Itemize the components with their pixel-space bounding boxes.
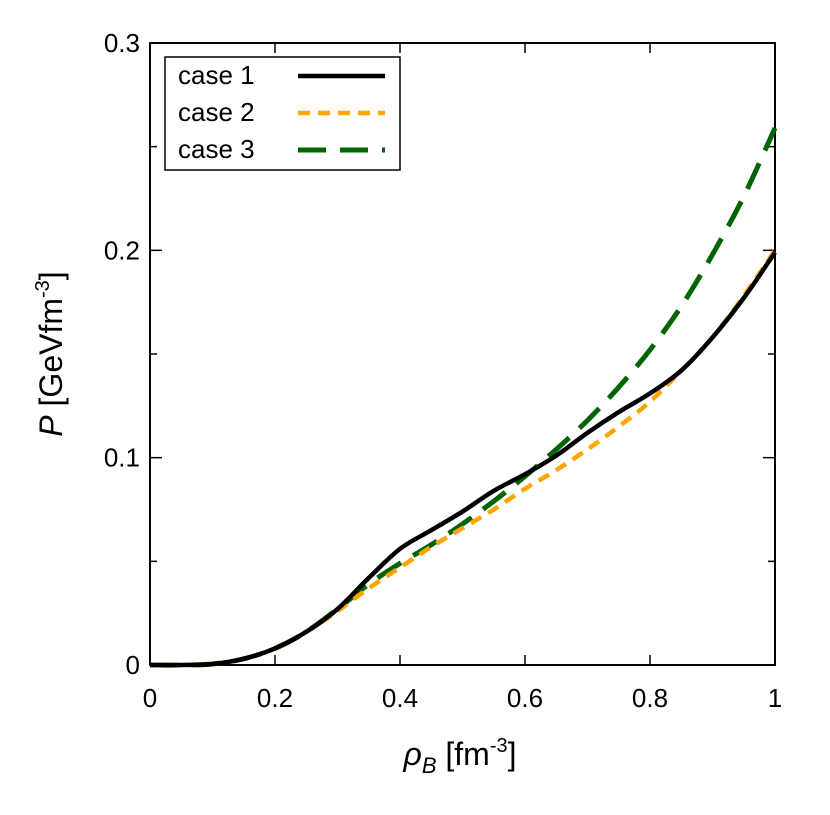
series-line-case-2 bbox=[149, 249, 777, 668]
legend-label-case-1: case 1 bbox=[178, 60, 255, 90]
x-axis-unit-prefix: [fm bbox=[437, 736, 490, 772]
series-line-case-3 bbox=[149, 126, 778, 668]
axis-tick-labels: 0 0.2 0.4 0.6 0.8 1 0 0.1 0.2 0.3 bbox=[104, 28, 782, 713]
series-line-case-1 bbox=[149, 251, 777, 668]
x-axis-unit-suffix: ] bbox=[508, 736, 517, 772]
x-tick-label: 0.6 bbox=[507, 683, 543, 713]
x-tick-label: 0.4 bbox=[382, 683, 418, 713]
x-axis-symbol: ρ bbox=[402, 736, 421, 772]
x-tick-label: 0.8 bbox=[632, 683, 668, 713]
legend-label-case-3: case 3 bbox=[178, 134, 255, 164]
y-tick-label: 0.2 bbox=[104, 235, 140, 265]
x-axis-unit-exponent: -3 bbox=[490, 735, 508, 757]
y-axis-label: P [GeVfm-3] bbox=[32, 271, 69, 436]
y-axis-symbol: P bbox=[33, 415, 69, 437]
x-tick-label: 0.2 bbox=[257, 683, 293, 713]
x-axis-label: ρB [fm-3] bbox=[402, 735, 516, 778]
legend-label-case-2: case 2 bbox=[178, 97, 255, 127]
series-layer bbox=[149, 126, 778, 668]
x-tick-label: 1 bbox=[768, 683, 782, 713]
x-axis-subscript: B bbox=[422, 753, 437, 778]
y-tick-label: 0.1 bbox=[104, 443, 140, 473]
y-axis-unit-prefix: [GeVfm bbox=[33, 298, 69, 415]
y-tick-label: 0 bbox=[126, 650, 140, 680]
legend: case 1 case 2 case 3 bbox=[164, 56, 401, 171]
y-tick-label: 0.3 bbox=[104, 28, 140, 58]
x-tick-label: 0 bbox=[143, 683, 157, 713]
y-axis-unit-suffix: ] bbox=[33, 271, 69, 280]
y-axis-unit-exponent: -3 bbox=[32, 280, 54, 298]
